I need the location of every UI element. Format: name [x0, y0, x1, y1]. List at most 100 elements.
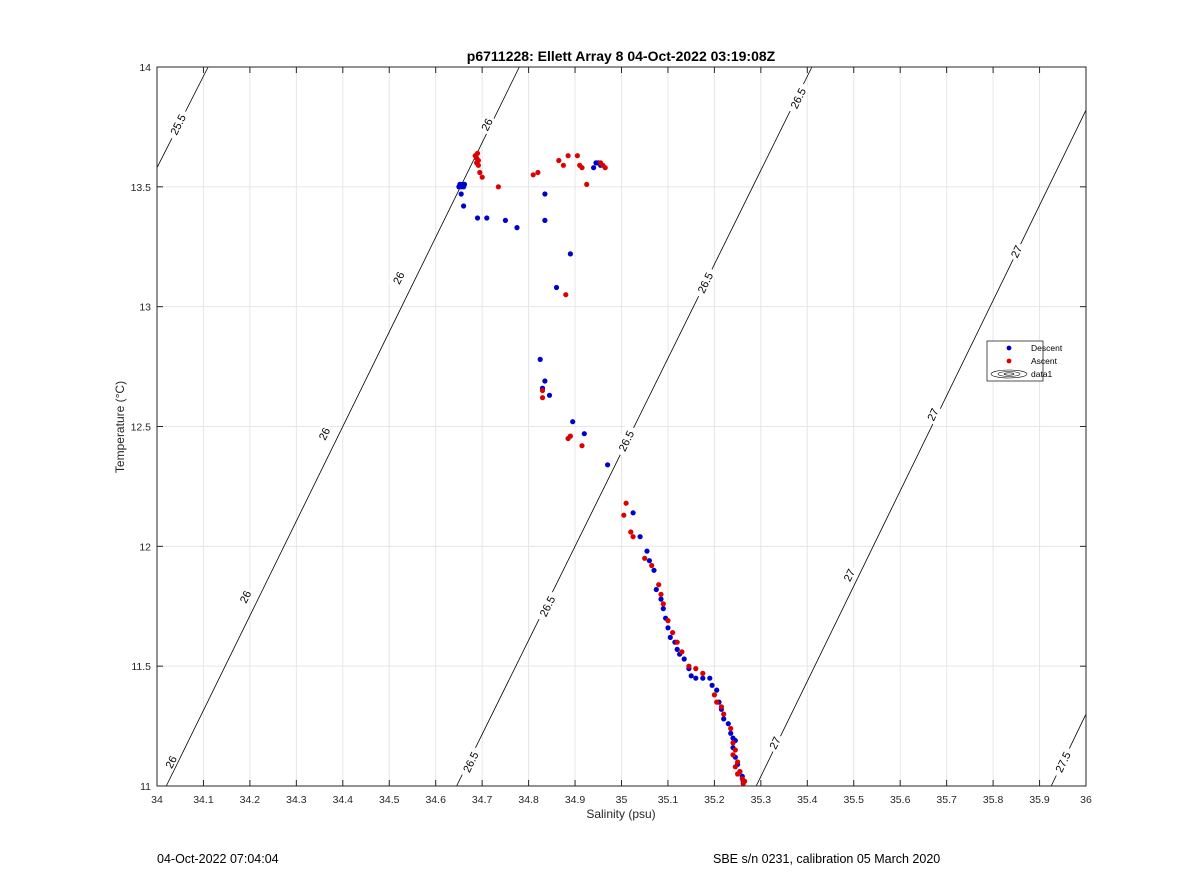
x-tick-label: 35.9: [1029, 794, 1050, 806]
descent-point: [660, 606, 666, 612]
ascent-point: [649, 562, 655, 569]
ascent-point: [477, 169, 483, 176]
descent-point: [646, 558, 653, 564]
x-tick-label: 34.6: [425, 794, 446, 806]
x-tick-label: 34.4: [333, 794, 354, 806]
contour-label-bg: [839, 564, 859, 586]
contour-label-text: 27: [768, 735, 784, 751]
ascent-point: [475, 162, 481, 168]
isopycnal-27: [755, 109, 1087, 787]
descent-point: [546, 392, 553, 398]
descent-point: [605, 462, 611, 468]
ascent-point: [584, 181, 590, 187]
density-contours: 25.5 262626262626.526.526.526.526.5272727…: [156, 66, 1087, 787]
contour-label: 26: [235, 585, 255, 607]
descent-point: [542, 217, 548, 223]
ascent-point: [623, 500, 629, 506]
contour-label: 26: [388, 267, 408, 289]
descent-point: [693, 675, 699, 681]
descent-point: [514, 225, 520, 231]
descent-point: [637, 534, 643, 540]
ascent-point: [665, 618, 671, 624]
x-tick-label: 35.7: [936, 794, 957, 806]
ascent-point: [535, 169, 541, 176]
ascent-point: [718, 704, 725, 710]
contour-label-bg: [1049, 745, 1075, 779]
descent-point: [630, 510, 636, 516]
descent-point: [567, 251, 574, 257]
contour-label: 27: [1006, 240, 1026, 262]
descent-point: [461, 181, 468, 187]
descent-point: [653, 586, 659, 593]
contour-label: 26.5: [534, 589, 560, 623]
contour-label: 26.5: [613, 424, 639, 458]
x-tick-label: 35.3: [751, 794, 772, 806]
contour-label-text: 26: [317, 426, 333, 442]
contour-label-bg: [1006, 240, 1026, 262]
grid: [156, 66, 1087, 787]
contour-label-text: 26: [164, 754, 180, 770]
contour-label-text: 27: [926, 407, 942, 423]
contour-label: 26.5: [457, 745, 483, 779]
contour-label: 25.5: [164, 107, 191, 141]
contour-label-text: 26: [238, 589, 254, 605]
contour-label: 26: [160, 751, 181, 773]
ascent-point: [574, 153, 581, 159]
isopycnal-26.5: [456, 66, 813, 787]
ascent-point: [732, 747, 738, 753]
chart-title: p6711228: Ellett Array 8 04-Oct-2022 03:…: [467, 48, 776, 64]
ascent-point: [730, 752, 736, 758]
x-tick-label: 34.7: [472, 794, 493, 806]
y-axis-label: Temperature (°C): [113, 381, 127, 473]
contour-label-bg: [476, 113, 496, 135]
ascent-point: [721, 711, 727, 717]
contour-label-bg: [235, 585, 255, 607]
contour-label: 26: [314, 422, 334, 444]
legend-ascent-label: Ascent: [1031, 356, 1058, 366]
legend-ascent-marker: [1006, 358, 1012, 364]
descent-point: [570, 419, 576, 425]
ascent-point: [700, 670, 706, 677]
descent-point: [591, 165, 597, 171]
contour-label: 27: [922, 403, 942, 425]
ascent-point: [642, 555, 648, 561]
legend-descent-marker: [1006, 345, 1012, 351]
legend: Descent Ascent data1: [986, 340, 1063, 382]
ascent-point: [732, 764, 738, 770]
contour-label: 27: [764, 732, 784, 754]
ascent-point: [660, 601, 666, 607]
contour-label: 26: [476, 113, 496, 135]
descent-point: [484, 215, 490, 221]
x-tick-label: 35: [616, 794, 628, 806]
ascent-point: [674, 639, 680, 645]
axis-ticks: 34 34.1 34.2 34.3 34.4 34.5 34.6 34.7 34.8 34.9 35…: [131, 62, 1092, 806]
x-tick-label: 35.4: [797, 794, 818, 806]
x-tick-label: 35.8: [983, 794, 1004, 806]
descent-point: [553, 284, 560, 291]
contour-label-bg: [785, 81, 811, 115]
contour-label: 27: [839, 564, 859, 586]
ascent-point: [563, 292, 569, 298]
contour-label-bg: [764, 732, 784, 754]
descent-point: [461, 203, 467, 209]
descent-point: [681, 656, 687, 662]
descent-point: [542, 378, 548, 384]
ascent-point: [670, 630, 676, 636]
ascent-point: [565, 153, 571, 159]
descent-point: [700, 675, 706, 681]
data-points: [456, 150, 748, 787]
ascent-point: [556, 157, 562, 164]
ascent-point: [730, 740, 736, 746]
y-tick-label: 13: [139, 302, 151, 314]
footer-calibration: SBE s/n 0231, calibration 05 March 2020: [713, 852, 941, 866]
x-tick-label: 34.8: [518, 794, 539, 806]
descent-point: [721, 716, 727, 722]
ascent-point: [740, 781, 746, 787]
contour-label-bg: [314, 422, 334, 444]
legend-box: [986, 340, 1044, 382]
ascent-point: [714, 699, 720, 705]
descent-point: [593, 160, 599, 166]
ascent-point: [567, 433, 574, 439]
ascent-point: [560, 162, 567, 168]
legend-contour-icon: [990, 369, 1028, 379]
